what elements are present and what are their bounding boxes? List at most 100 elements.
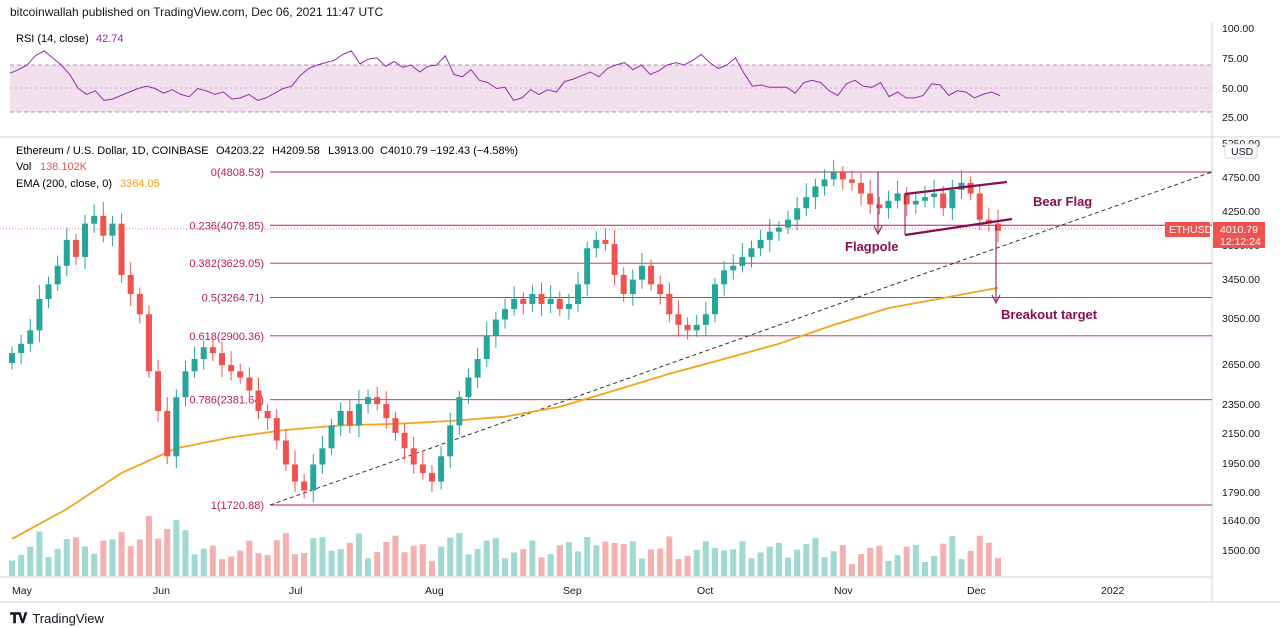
price-tick: 4250.00: [1222, 206, 1260, 218]
candle-body: [821, 179, 828, 187]
candle-body: [91, 215, 98, 224]
candle-body: [218, 353, 225, 366]
candle-body: [428, 472, 435, 482]
candle-body: [584, 248, 591, 285]
ohlc-low: L3913.00: [328, 145, 374, 157]
rsi-tick: 100.00: [1222, 23, 1254, 35]
volume-bar: [711, 548, 718, 576]
candle-body: [556, 298, 563, 310]
candle-body: [392, 418, 399, 433]
candle-body: [721, 270, 728, 285]
candle-body: [447, 425, 454, 457]
candle-body: [127, 274, 134, 295]
fib-level-label: 0.5(3264.71): [202, 292, 264, 304]
price-tick: 1790.00: [1222, 487, 1260, 499]
flag-upper-line[interactable]: [904, 180, 1008, 196]
volume-bar: [209, 545, 216, 576]
volume-value: 138.102K: [40, 161, 88, 173]
brand-name[interactable]: TradingView: [32, 611, 104, 626]
fib-level-label: 0.382(3629.05): [189, 258, 264, 270]
volume-bar: [410, 545, 417, 576]
volume-bar: [346, 542, 353, 576]
last-price-value: 4010.79: [1220, 224, 1258, 236]
candle-body: [292, 464, 299, 482]
bear-flag-pattern[interactable]: [904, 180, 1013, 237]
volume-bar: [693, 550, 700, 576]
candle-body: [684, 324, 691, 331]
volume-bar: [428, 561, 435, 576]
ticker-tag-label: ETHUSD: [1169, 224, 1213, 236]
candle-body: [675, 314, 682, 325]
ohlc-open: O4203.22: [216, 145, 264, 157]
footer: 𝐓𝐕 TradingView: [10, 610, 104, 627]
candle-body: [629, 279, 636, 295]
volume-bar: [757, 552, 764, 576]
flag-lower-line[interactable]: [904, 217, 1013, 237]
candle-body: [766, 231, 773, 240]
volume-bar: [748, 558, 755, 576]
tradingview-logo-icon[interactable]: 𝐓𝐕: [10, 610, 27, 626]
price-axis[interactable]: 5250.00 USD 4750.00 4250.00 3850.00 3450…: [1222, 138, 1260, 557]
candle-body: [273, 418, 280, 441]
time-axis[interactable]: May Jun Jul Aug Sep Oct Nov Dec 2022: [12, 585, 1125, 597]
volume-bar: [200, 548, 207, 576]
candle-body: [967, 182, 974, 194]
rsi-tick: 25.00: [1222, 112, 1248, 124]
volume-bar: [921, 561, 928, 576]
volume-bar: [556, 545, 563, 576]
volume-bar: [931, 556, 938, 576]
ohlc-close: C4010.79: [380, 145, 428, 157]
candle-body: [711, 284, 718, 315]
candle-body: [757, 239, 764, 249]
time-tick: Jun: [153, 585, 170, 597]
candle-body: [365, 397, 372, 405]
volume-bar: [182, 530, 189, 576]
volume-bar: [739, 541, 746, 576]
currency-badge[interactable]: [1224, 143, 1258, 159]
volume-bar: [419, 544, 426, 576]
candle-body: [702, 314, 709, 325]
volume-bar: [100, 540, 107, 576]
volume-bar: [72, 537, 79, 576]
candle-body: [666, 294, 673, 315]
volume-bar: [839, 545, 846, 576]
volume-bar: [858, 554, 865, 576]
volume-bar: [976, 535, 983, 576]
volume-bar: [912, 544, 919, 576]
volume-bar: [940, 543, 947, 576]
price-tick: 1500.00: [1222, 545, 1260, 557]
volume-bar: [529, 540, 536, 576]
candle-body: [9, 353, 15, 363]
breakout-arrow: [991, 225, 1001, 305]
volume-bar: [164, 529, 171, 576]
trendline[interactable]: [269, 171, 1213, 506]
candle-body: [456, 397, 463, 426]
candle-body: [36, 298, 43, 331]
candle-body: [474, 359, 481, 378]
candle-body: [228, 365, 235, 372]
candle-body: [82, 223, 89, 257]
volume-bars: [9, 516, 1001, 576]
volume-bar: [575, 551, 582, 576]
candle-body: [237, 371, 244, 378]
candle-body: [374, 397, 381, 405]
candle-body: [136, 294, 143, 315]
rsi-tick: 75.00: [1222, 53, 1248, 65]
fib-level-label: 0.618(2900.36): [189, 331, 264, 343]
candle-body: [255, 390, 262, 411]
time-tick: Nov: [834, 585, 853, 597]
candle-body: [346, 410, 353, 426]
candle-body: [492, 319, 499, 336]
candle-body: [657, 284, 664, 295]
time-tick: Oct: [697, 585, 713, 597]
candle-body: [100, 215, 107, 236]
volume-bar: [328, 550, 335, 576]
ticker-tag: [1165, 222, 1210, 237]
ohlc-high: H4209.58: [272, 145, 320, 157]
candle-body: [995, 223, 1001, 231]
publish-info: bitcoinwallah published on TradingView.c…: [10, 5, 384, 19]
volume-bar: [63, 539, 70, 576]
volume-bar: [848, 564, 855, 576]
time-tick: Sep: [563, 585, 582, 597]
